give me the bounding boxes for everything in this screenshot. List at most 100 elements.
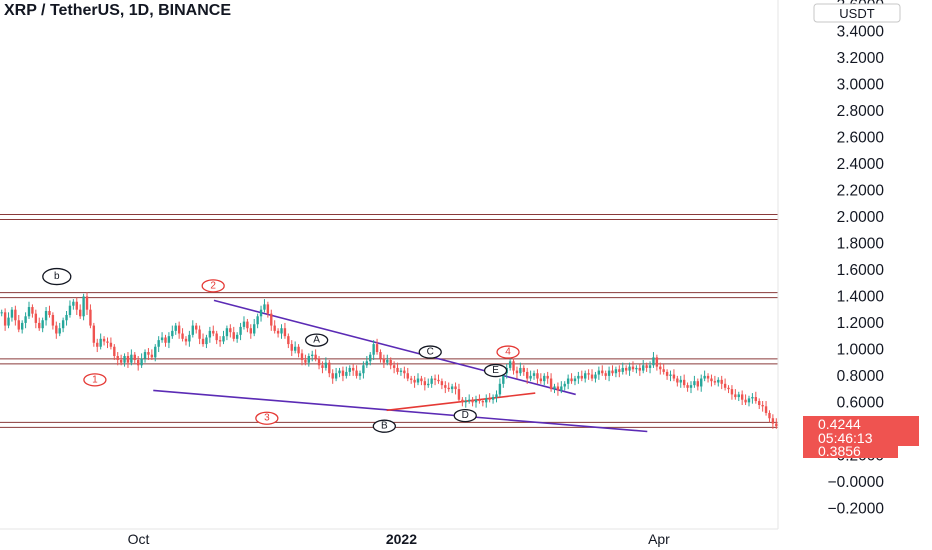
candle	[246, 318, 249, 333]
price-tick-label: 2.8000	[837, 103, 885, 120]
candle	[526, 367, 529, 384]
wave-label-b[interactable]: b	[42, 267, 72, 286]
price-tick-label: 2.6000	[837, 130, 885, 147]
candle	[399, 367, 403, 376]
wave-label-b[interactable]: B	[372, 419, 396, 433]
candles	[0, 292, 778, 429]
candle	[689, 381, 693, 394]
candle	[119, 354, 123, 366]
candle	[78, 304, 82, 319]
wave-label-1[interactable]: 1	[83, 373, 107, 387]
candle	[420, 375, 423, 386]
wave-label-4[interactable]: 4	[496, 345, 520, 359]
candle	[242, 316, 246, 330]
price-tick-label: 3.0000	[837, 77, 885, 94]
svg-text:3: 3	[264, 413, 270, 424]
currency-badge[interactable]: USDT	[813, 3, 901, 23]
candle	[481, 398, 485, 407]
candle	[259, 305, 263, 322]
candle	[430, 375, 433, 388]
candle	[355, 365, 358, 379]
svg-text:D: D	[462, 410, 469, 421]
candle	[171, 325, 174, 339]
candle	[82, 293, 85, 321]
candle	[34, 309, 38, 329]
price-axis-panel[interactable]	[778, 0, 932, 550]
price-tick-label: 2.4000	[837, 156, 885, 173]
candle	[382, 354, 386, 368]
candle	[130, 349, 133, 366]
candle	[154, 344, 157, 362]
candle	[58, 322, 61, 337]
trendline-upper-wedge[interactable]	[213, 299, 576, 396]
wave-label-a[interactable]: A	[304, 333, 329, 347]
price-tick-label: 0.8000	[837, 368, 885, 385]
candle	[515, 366, 519, 379]
candle	[423, 377, 427, 391]
candle	[218, 336, 222, 347]
price-tick-label: 2.2000	[837, 183, 885, 200]
level-band-0[interactable]	[0, 214, 778, 220]
candle	[358, 370, 362, 380]
candle	[249, 324, 252, 339]
price-tick-label: 1.4000	[837, 288, 885, 305]
candle	[215, 330, 218, 345]
candle	[351, 363, 355, 376]
last-price-tag: 0.4244 05:46:13	[803, 416, 919, 446]
candle	[467, 394, 471, 404]
candle	[720, 375, 723, 390]
wave-label-3[interactable]: 3	[255, 411, 279, 425]
level-band-1[interactable]	[0, 292, 778, 299]
candle	[601, 365, 604, 376]
candle	[416, 373, 420, 386]
wave-label-c[interactable]: C	[418, 345, 442, 359]
candle	[727, 385, 730, 394]
candle	[75, 297, 78, 315]
wave-label-2[interactable]: 2	[201, 279, 225, 293]
candle	[167, 332, 171, 349]
currency-badge-label: USDT	[839, 6, 874, 21]
candle	[133, 352, 136, 364]
wave-label-d[interactable]: D	[453, 408, 477, 423]
candle	[389, 357, 392, 370]
candle	[7, 312, 10, 329]
trendline-lower-wedge[interactable]	[153, 389, 648, 433]
candle	[682, 374, 686, 388]
price-tick-label: 1.8000	[837, 235, 885, 252]
candle	[672, 369, 676, 382]
candle	[24, 312, 27, 329]
candle	[68, 300, 72, 318]
candle	[396, 362, 399, 375]
candle	[253, 318, 256, 337]
candle	[297, 344, 300, 358]
candle	[372, 340, 375, 360]
candle	[758, 398, 761, 409]
candle	[0, 309, 3, 317]
trendline-triangle-base[interactable]	[386, 392, 536, 412]
candle	[433, 374, 437, 386]
candle	[409, 375, 413, 384]
candle	[362, 361, 365, 379]
candle	[201, 333, 205, 347]
candle	[485, 394, 488, 408]
candle	[287, 333, 290, 349]
candle	[570, 373, 573, 384]
candle	[659, 362, 662, 375]
wave-label-e[interactable]: E	[483, 363, 508, 378]
candle	[764, 401, 768, 416]
candle	[55, 321, 58, 339]
candle	[498, 378, 502, 398]
second-price-value: 0.3856	[818, 443, 861, 459]
candle	[307, 353, 311, 367]
candle	[123, 353, 126, 367]
candle	[645, 362, 648, 372]
candle	[532, 370, 536, 380]
candle	[195, 322, 198, 334]
candle	[628, 362, 631, 376]
level-band-2[interactable]	[0, 358, 778, 365]
candle	[638, 363, 641, 376]
candle	[597, 366, 601, 380]
candle	[454, 382, 457, 395]
candle	[102, 336, 106, 346]
